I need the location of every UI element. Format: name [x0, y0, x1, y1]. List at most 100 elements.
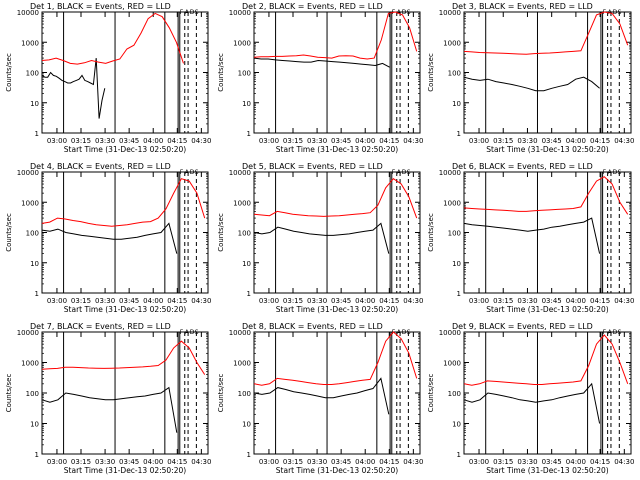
y-tick-label: 10	[242, 100, 251, 108]
x-tick-label: 03:45	[119, 137, 139, 145]
y-tick-label: 10	[30, 421, 39, 429]
y-tick-label: 1000	[443, 360, 461, 368]
y-tick-label: 1000	[443, 199, 461, 207]
x-tick-label: 04:00	[566, 458, 586, 466]
x-tick-label: 03:30	[95, 458, 115, 466]
y-tick-label: 10	[242, 260, 251, 268]
x-tick-label: 04:15	[590, 458, 610, 466]
x-tick-label: 04:15	[167, 137, 187, 145]
panel-det-7: Det 7, BLACK = Events, RED = LLDFADS1101…	[5, 322, 211, 475]
x-tick-label: 04:00	[566, 297, 586, 305]
panel-det-4: Det 4, BLACK = Events, RED = LLDFADS1101…	[5, 162, 211, 314]
y-tick-label: 100	[26, 390, 39, 398]
x-tick-label: 04:30	[191, 297, 211, 305]
y-tick-label: 10000	[229, 169, 251, 177]
series-events-line	[463, 382, 601, 424]
series-events-line	[463, 217, 601, 254]
y-tick-label: 1000	[443, 39, 461, 47]
panel-title: Det 9, BLACK = Events, RED = LLD	[452, 322, 593, 331]
x-axis-label: Start Time (31-Dec-13 02:50:20)	[486, 145, 608, 154]
x-axis-label: Start Time (31-Dec-13 02:50:20)	[486, 305, 608, 314]
y-tick-label: 1	[35, 451, 39, 459]
y-tick-label: 1000	[233, 360, 251, 368]
x-axis-label: Start Time (31-Dec-13 02:50:20)	[64, 466, 186, 475]
y-tick-label: 10000	[229, 329, 251, 337]
y-tick-label: 100	[238, 70, 251, 78]
series-lld-line	[463, 176, 629, 215]
x-tick-label: 03:30	[517, 137, 537, 145]
y-tick-label: 10000	[229, 9, 251, 17]
x-tick-label: 03:00	[469, 297, 489, 305]
x-axis-label: Start Time (31-Dec-13 02:50:20)	[64, 145, 186, 154]
x-tick-label: 04:00	[143, 458, 163, 466]
panel-title: Det 7, BLACK = Events, RED = LLD	[30, 322, 171, 331]
series-lld-line	[463, 11, 629, 55]
x-tick-label: 03:15	[283, 137, 303, 145]
y-tick-label: 1000	[233, 199, 251, 207]
series-lld-line	[41, 12, 184, 65]
x-tick-label: 04:15	[379, 137, 399, 145]
x-tick-label: 03:45	[331, 458, 351, 466]
panel-det-2: Det 2, BLACK = Events, RED = LLDFADS1101…	[217, 2, 423, 154]
series-lld-line	[41, 340, 206, 375]
x-tick-label: 03:15	[493, 297, 513, 305]
x-axis-label: Start Time (31-Dec-13 02:50:20)	[276, 466, 398, 475]
x-tick-label: 04:30	[614, 137, 634, 145]
series-lld-line	[253, 331, 418, 386]
y-tick-label: 1	[247, 130, 251, 138]
x-tick-label: 04:30	[403, 458, 423, 466]
panel-title: Det 1, BLACK = Events, RED = LLD	[30, 2, 171, 11]
y-tick-label: 1	[247, 290, 251, 298]
y-tick-label: 100	[238, 230, 251, 238]
x-tick-label: 04:30	[191, 458, 211, 466]
series-lld-line	[253, 11, 418, 60]
series-events-line	[253, 377, 390, 415]
panel-det-9: Det 9, BLACK = Events, RED = LLDFADS1101…	[427, 322, 634, 475]
y-tick-label: 10000	[17, 329, 39, 337]
panel-title: Det 3, BLACK = Events, RED = LLD	[452, 2, 593, 11]
y-tick-label: 1	[247, 451, 251, 459]
x-tick-label: 03:00	[259, 137, 279, 145]
y-tick-label: 10	[452, 100, 461, 108]
plot-frame	[463, 171, 632, 294]
x-tick-label: 03:15	[71, 297, 91, 305]
y-axis-label: Counts/sec	[5, 213, 13, 252]
x-tick-label: 04:00	[355, 137, 375, 145]
x-tick-label: 03:30	[517, 297, 537, 305]
x-tick-label: 03:15	[71, 458, 91, 466]
x-tick-label: 04:15	[379, 458, 399, 466]
x-tick-label: 04:15	[167, 297, 187, 305]
plot-frame	[41, 11, 209, 134]
panel-det-1: Det 1, BLACK = Events, RED = LLDFADS1101…	[5, 2, 211, 154]
x-tick-label: 03:30	[95, 297, 115, 305]
panel-title: Det 4, BLACK = Events, RED = LLD	[30, 162, 171, 171]
x-tick-label: 04:30	[614, 458, 634, 466]
x-tick-label: 04:00	[355, 297, 375, 305]
y-tick-label: 10	[452, 260, 461, 268]
y-tick-label: 100	[238, 390, 251, 398]
y-tick-label: 10	[30, 100, 39, 108]
panel-det-8: Det 8, BLACK = Events, RED = LLDFADS1101…	[217, 322, 423, 475]
plot-frame	[253, 331, 421, 455]
y-axis-label: Counts/sec	[217, 374, 225, 413]
y-tick-label: 10000	[439, 169, 461, 177]
x-tick-label: 03:00	[47, 137, 67, 145]
series-events-line	[253, 57, 390, 68]
panel-title: Det 6, BLACK = Events, RED = LLD	[452, 162, 593, 171]
y-axis-label: Counts/sec	[217, 213, 225, 252]
y-tick-label: 100	[448, 230, 461, 238]
series-events-line	[41, 386, 178, 433]
plot-frame	[463, 11, 632, 134]
series-events-line	[463, 76, 600, 92]
x-tick-label: 03:45	[542, 137, 562, 145]
x-tick-label: 03:45	[331, 297, 351, 305]
panel-title: Det 5, BLACK = Events, RED = LLD	[242, 162, 383, 171]
x-tick-label: 03:15	[493, 137, 513, 145]
x-tick-label: 03:30	[95, 137, 115, 145]
y-axis-label: Counts/sec	[5, 53, 13, 92]
x-tick-label: 03:30	[307, 297, 327, 305]
y-axis-label: Counts/sec	[217, 53, 225, 92]
x-tick-label: 04:30	[614, 297, 634, 305]
x-axis-label: Start Time (31-Dec-13 02:50:20)	[276, 145, 398, 154]
